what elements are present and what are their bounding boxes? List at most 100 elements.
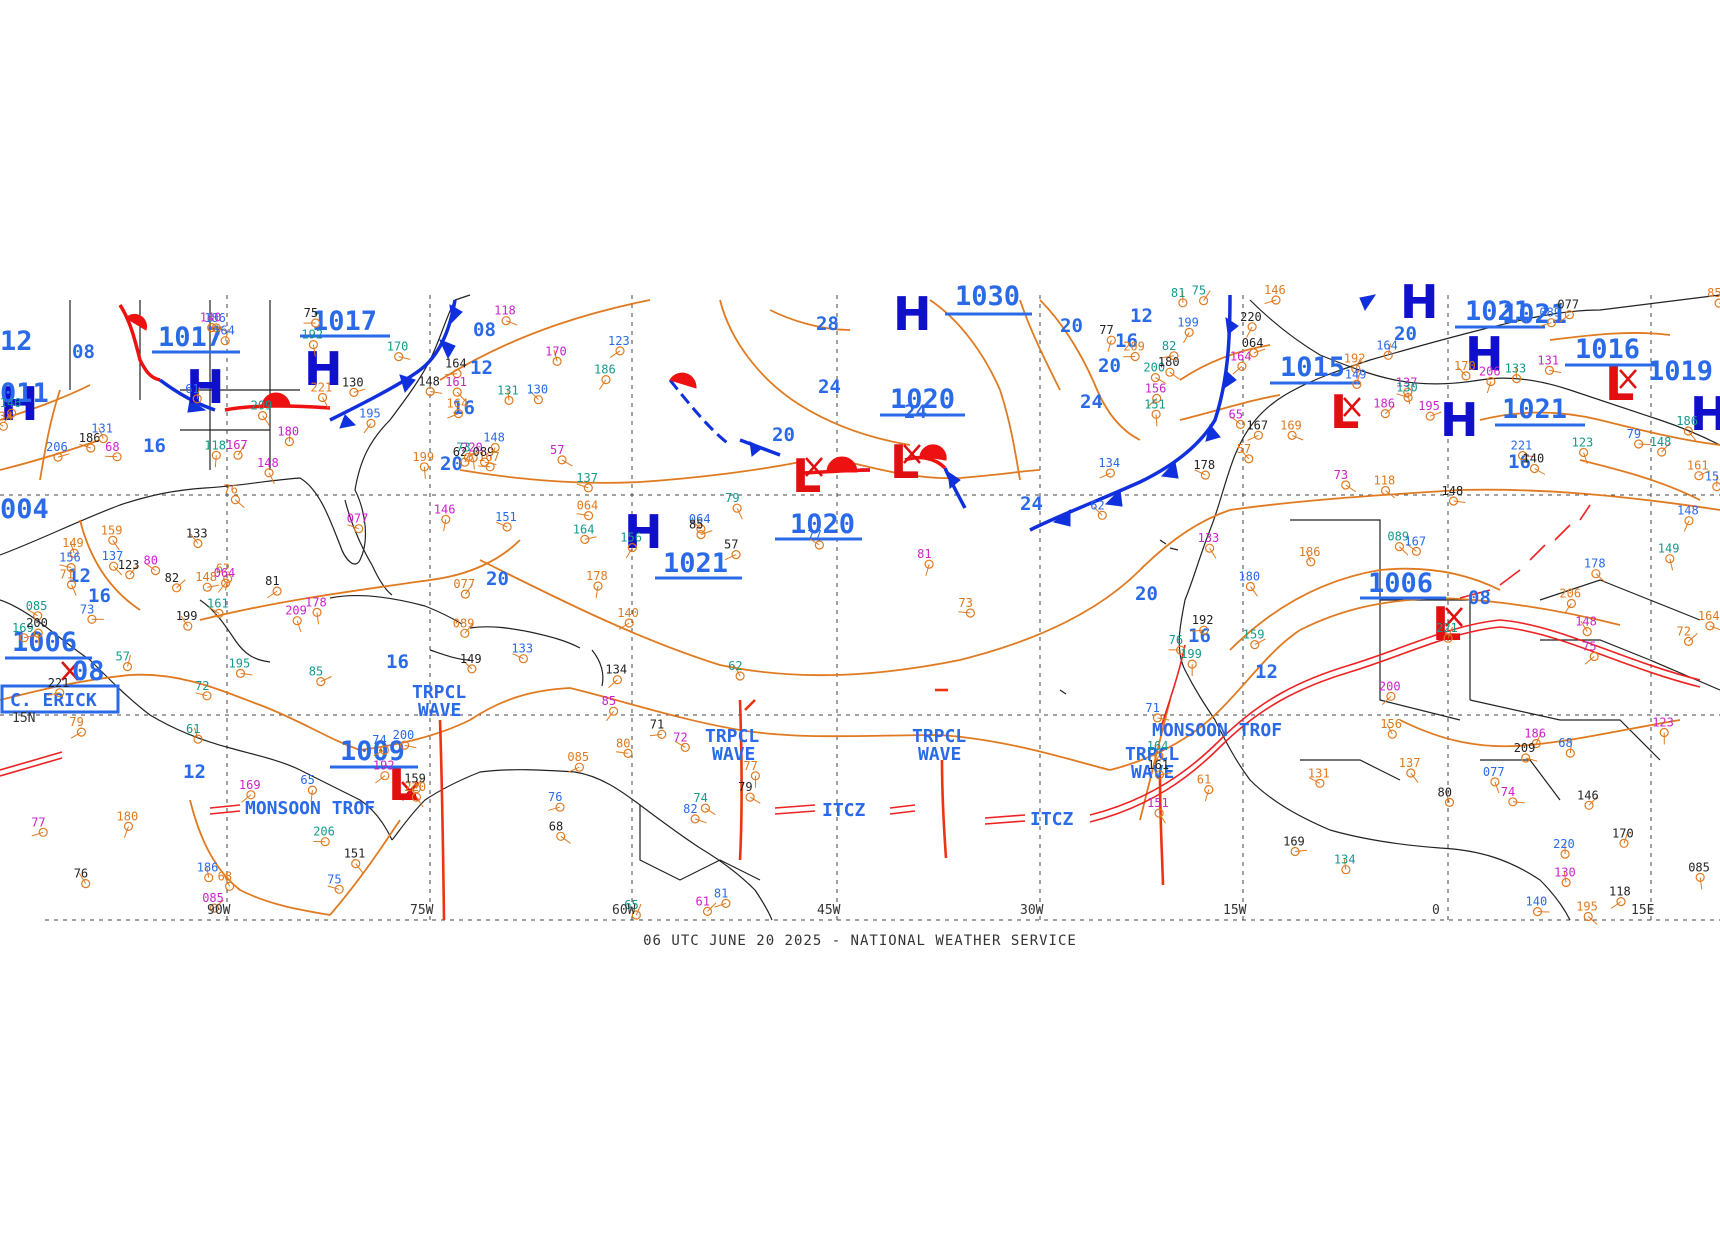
station-value: 140 — [1523, 452, 1545, 466]
station-value: 57 — [724, 538, 738, 552]
pressure-label: 1030 — [955, 281, 1020, 312]
station-value: 209 — [1514, 741, 1536, 755]
wind-barb — [213, 899, 224, 909]
station-circle — [1591, 569, 1601, 579]
tropical-wave-label: TRPCL — [705, 726, 759, 747]
low-center-nw-africa: L — [1330, 385, 1359, 439]
station-circle — [223, 574, 233, 584]
station-circle — [501, 316, 511, 326]
wind-barb — [347, 524, 359, 530]
station-circle — [608, 706, 619, 716]
station-circle — [1386, 691, 1396, 701]
wind-barb — [724, 554, 737, 561]
station-value: 064 — [577, 499, 599, 513]
wind-barb — [123, 826, 129, 838]
wind-barb — [691, 520, 702, 530]
station-circle — [1619, 838, 1629, 848]
wind-barb — [484, 461, 497, 465]
wind-barb — [1453, 500, 1466, 503]
wind-barb — [700, 530, 713, 536]
station-value: 178 — [305, 595, 327, 609]
station-circle — [272, 586, 282, 596]
station-value: 81 — [714, 886, 728, 900]
station-value: 221 — [48, 676, 70, 690]
wind-barb — [472, 457, 475, 470]
station-value: 149 — [1345, 367, 1367, 381]
station-value: 149 — [460, 652, 482, 666]
station-circle — [627, 542, 637, 553]
wind-barb — [312, 344, 316, 357]
station-circle — [460, 628, 470, 638]
station-circle — [122, 661, 133, 672]
wind-barb — [1407, 392, 1411, 405]
wind-barb — [495, 521, 508, 528]
station-value: 137 — [1396, 375, 1418, 389]
station-circle — [1546, 318, 1557, 328]
station-circle — [1529, 463, 1540, 474]
station-circle — [1403, 392, 1413, 403]
station-circle — [379, 745, 389, 755]
station-circle — [580, 534, 590, 545]
station-value: 167 — [1404, 534, 1426, 548]
station-circle — [1425, 411, 1435, 421]
station-circle — [235, 668, 246, 679]
wind-barb — [1512, 801, 1525, 804]
station-value: 85 — [602, 694, 616, 708]
station-value: 133 — [511, 642, 533, 656]
itcz-label: ITCZ — [822, 800, 866, 821]
wind-barb — [1203, 290, 1211, 301]
station-circle — [19, 633, 29, 643]
station-value: 65 — [1229, 407, 1243, 421]
wind-barb — [595, 585, 599, 598]
wind-barb — [241, 794, 252, 803]
station-circle — [7, 408, 17, 418]
wind-barb — [404, 744, 417, 749]
high-center-n-africa: H — [1440, 393, 1479, 447]
wind-barb — [190, 533, 199, 544]
station-circle — [172, 583, 182, 593]
station-value: 180 — [117, 809, 139, 823]
station-circle — [1244, 454, 1254, 464]
wind-barb — [216, 327, 228, 332]
station-circle — [1154, 770, 1165, 780]
station-value: 137 — [102, 549, 124, 563]
station-value: 200 — [26, 616, 48, 630]
station-circle — [1486, 376, 1496, 387]
station-value: 85 — [1707, 286, 1720, 300]
station-value: 131 — [91, 422, 113, 436]
station-circle — [1169, 351, 1179, 361]
station-value: 65 — [300, 773, 314, 787]
wind-barb — [1683, 520, 1690, 532]
station-value: 199 — [1180, 647, 1202, 661]
station-value: 76 — [223, 483, 237, 497]
wind-barb — [1232, 365, 1243, 375]
wind-barb — [1264, 299, 1277, 305]
wind-barb — [749, 796, 761, 804]
wind-barb — [1396, 393, 1409, 398]
station-value: 79 — [738, 780, 752, 794]
pressure-label: 1021 — [1502, 394, 1567, 425]
wind-barb — [268, 472, 275, 484]
wind-barb — [625, 547, 633, 559]
wind-barb — [576, 513, 589, 517]
station-value: 159 — [404, 772, 426, 786]
station-circle — [453, 409, 464, 419]
station-circle — [583, 510, 594, 521]
station-circle — [1249, 348, 1259, 358]
station-value: 146 — [434, 502, 456, 516]
wind-barb — [1309, 777, 1321, 784]
station-circle — [1306, 557, 1316, 567]
wind-barb — [322, 397, 329, 409]
wind-barb — [217, 582, 226, 593]
station-value: 064 — [214, 566, 236, 580]
station-value: 77 — [807, 528, 821, 542]
svg-text:12: 12 — [1130, 305, 1153, 327]
wind-barb — [1522, 455, 1535, 458]
pressure-centers: H H H H H H H H H L L L L L L — [0, 275, 1720, 811]
station-circle — [202, 691, 212, 701]
wind-barb — [1155, 414, 1158, 427]
station-value: 195 — [1576, 900, 1598, 914]
wind-barb — [127, 654, 131, 667]
station-value: 61 — [1197, 773, 1211, 787]
wind-barb — [71, 584, 77, 596]
